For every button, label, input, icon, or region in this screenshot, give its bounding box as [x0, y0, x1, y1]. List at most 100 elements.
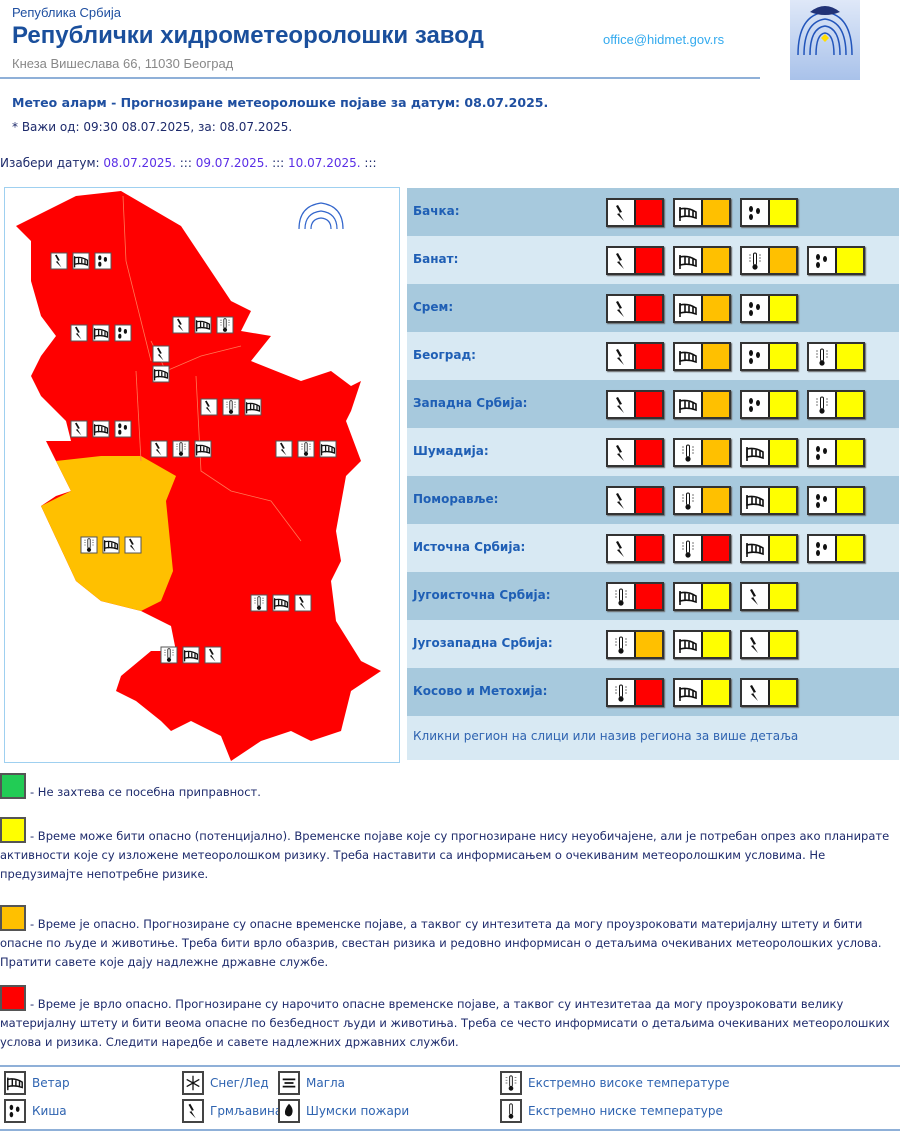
map-lightning-icon[interactable] — [200, 398, 218, 416]
region-row[interactable]: Шумадија: — [407, 428, 899, 476]
warning-wind-yellow[interactable] — [740, 534, 798, 563]
region-row[interactable]: Западна Србија: — [407, 380, 899, 428]
warning-lightning-red[interactable] — [606, 486, 664, 515]
region-link[interactable]: Шумадија: — [413, 444, 489, 458]
warning-heat-yellow[interactable] — [807, 342, 865, 371]
warning-lightning-yellow[interactable] — [740, 678, 798, 707]
map-wind-icon[interactable] — [92, 420, 110, 438]
warning-lightning-red[interactable] — [606, 198, 664, 227]
warning-lightning-red[interactable] — [606, 246, 664, 275]
map-lightning-icon[interactable] — [275, 440, 293, 458]
map-wind-icon[interactable] — [72, 252, 90, 270]
map-wind-icon[interactable] — [194, 440, 212, 458]
warning-wind-yellow[interactable] — [740, 438, 798, 467]
map-lightning-icon[interactable] — [294, 594, 312, 612]
map-lightning-icon[interactable] — [70, 324, 88, 342]
warning-heat-orange[interactable] — [740, 246, 798, 275]
map-lightning-icon[interactable] — [124, 536, 142, 554]
warning-wind-orange[interactable] — [673, 246, 731, 275]
warning-lightning-red[interactable] — [606, 390, 664, 419]
map-wind-icon[interactable] — [152, 365, 170, 383]
warning-wind-orange[interactable] — [673, 294, 731, 323]
region-link[interactable]: Источна Србија: — [413, 540, 526, 554]
warning-heat-yellow[interactable] — [807, 390, 865, 419]
warning-lightning-red[interactable] — [606, 342, 664, 371]
warning-wind-orange[interactable] — [673, 198, 731, 227]
warning-rain-yellow[interactable] — [740, 342, 798, 371]
region-link[interactable]: Бачка: — [413, 204, 460, 218]
map-heat-icon[interactable] — [222, 398, 240, 416]
map-heat-icon[interactable] — [160, 646, 178, 664]
map-lightning-icon[interactable] — [70, 420, 88, 438]
email-link[interactable]: office@hidmet.gov.rs — [603, 32, 725, 47]
region-link[interactable]: Банат: — [413, 252, 459, 266]
map-wind-icon[interactable] — [182, 646, 200, 664]
map-heat-icon[interactable] — [250, 594, 268, 612]
date-link-2[interactable]: 09.07.2025. — [195, 156, 269, 170]
warning-rain-yellow[interactable] — [807, 246, 865, 275]
date-link-1[interactable]: 08.07.2025. — [103, 156, 176, 170]
map-rain-icon[interactable] — [114, 420, 132, 438]
warning-rain-yellow[interactable] — [740, 390, 798, 419]
warning-rain-yellow[interactable] — [740, 294, 798, 323]
map-lightning-icon[interactable] — [172, 316, 190, 334]
warning-heat-red[interactable] — [606, 582, 664, 611]
map-wind-icon[interactable] — [272, 594, 290, 612]
map-heat-icon[interactable] — [80, 536, 98, 554]
region-row[interactable]: Поморавље: — [407, 476, 899, 524]
warning-wind-yellow[interactable] — [673, 582, 731, 611]
region-row[interactable]: Банат: — [407, 236, 899, 284]
warning-rain-yellow[interactable] — [807, 534, 865, 563]
warning-wind-yellow[interactable] — [740, 486, 798, 515]
map-rain-icon[interactable] — [94, 252, 112, 270]
warning-heat-orange[interactable] — [673, 438, 731, 467]
warning-wind-yellow[interactable] — [673, 678, 731, 707]
region-link[interactable]: Срем: — [413, 300, 454, 314]
date-link-3[interactable]: 10.07.2025. — [288, 156, 361, 170]
region-link[interactable]: Југоисточна Србија: — [413, 588, 551, 602]
region-link[interactable]: Поморавље: — [413, 492, 499, 506]
map-region-jugozapadna-srbija[interactable] — [41, 456, 176, 611]
map-lightning-icon[interactable] — [204, 646, 222, 664]
warning-heat-red[interactable] — [673, 534, 731, 563]
warning-lightning-red[interactable] — [606, 534, 664, 563]
map-rain-icon[interactable] — [114, 324, 132, 342]
map-wind-icon[interactable] — [319, 440, 337, 458]
map-lightning-icon[interactable] — [152, 345, 170, 363]
warning-wind-yellow[interactable] — [673, 630, 731, 659]
region-row[interactable]: Бачка: — [407, 188, 899, 236]
warning-rain-yellow[interactable] — [740, 198, 798, 227]
warning-wind-orange[interactable] — [673, 342, 731, 371]
region-row[interactable]: Југоисточна Србија: — [407, 572, 899, 620]
map-lightning-icon[interactable] — [50, 252, 68, 270]
warning-lightning-red[interactable] — [606, 294, 664, 323]
warning-lightning-yellow[interactable] — [740, 630, 798, 659]
warning-heat-orange[interactable] — [673, 486, 731, 515]
warning-heat-orange[interactable] — [606, 630, 664, 659]
map-wind-icon[interactable] — [92, 324, 110, 342]
region-link[interactable]: Београд: — [413, 348, 476, 362]
warning-heat-red[interactable] — [606, 678, 664, 707]
serbia-warning-map[interactable] — [4, 187, 400, 763]
region-link[interactable]: Западна Србија: — [413, 396, 528, 410]
warning-wind-orange[interactable] — [673, 390, 731, 419]
region-row[interactable]: Београд: — [407, 332, 899, 380]
map-wind-icon[interactable] — [102, 536, 120, 554]
map-wind-icon[interactable] — [244, 398, 262, 416]
warning-lightning-yellow[interactable] — [740, 582, 798, 611]
region-row[interactable]: Косово и Метохија: — [407, 668, 899, 716]
region-row[interactable]: Срем: — [407, 284, 899, 332]
region-link[interactable]: Југозападна Србија: — [413, 636, 553, 650]
warning-rain-yellow[interactable] — [807, 438, 865, 467]
map-wind-icon[interactable] — [194, 316, 212, 334]
map-heat-icon[interactable] — [172, 440, 190, 458]
map-lightning-icon[interactable] — [150, 440, 168, 458]
map-heat-icon[interactable] — [216, 316, 234, 334]
region-link[interactable]: Косово и Метохија: — [413, 684, 548, 698]
site-title[interactable]: Републички хидрометеоролошки завод — [12, 22, 484, 49]
region-row[interactable]: Југозападна Србија: — [407, 620, 899, 668]
warning-rain-yellow[interactable] — [807, 486, 865, 515]
map-heat-icon[interactable] — [297, 440, 315, 458]
warning-lightning-red[interactable] — [606, 438, 664, 467]
rhmz-logo[interactable] — [790, 0, 860, 80]
